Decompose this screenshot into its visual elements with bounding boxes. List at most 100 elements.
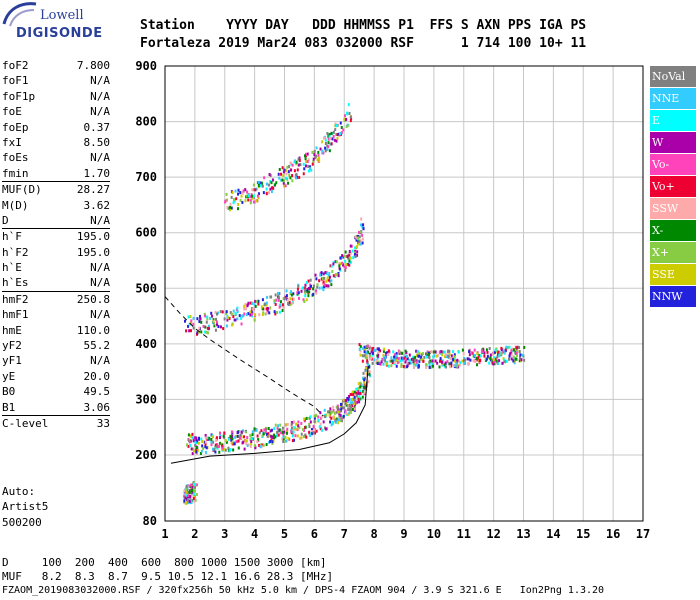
data-point <box>272 186 275 190</box>
data-point <box>334 418 337 422</box>
data-point <box>319 427 322 431</box>
data-point <box>237 188 240 192</box>
data-point <box>265 187 268 191</box>
data-point <box>252 307 255 311</box>
data-point <box>246 190 249 194</box>
data-point <box>452 358 455 362</box>
data-point <box>365 357 368 361</box>
param-separator <box>2 414 110 416</box>
data-point <box>328 410 331 414</box>
x-tick-label: 3 <box>221 527 228 541</box>
parameter-table: foF2 7.800 foF1 N/A foF1p N/A foE N/A foEp 0.37 fx… <box>2 58 110 431</box>
data-point <box>316 285 319 289</box>
data-point <box>194 436 197 440</box>
data-point <box>282 437 285 441</box>
data-point <box>294 434 297 438</box>
data-point <box>236 306 239 310</box>
data-point <box>257 192 260 196</box>
data-point <box>345 411 348 415</box>
data-point <box>351 390 354 394</box>
data-point <box>515 351 518 355</box>
data-point <box>239 191 242 195</box>
param-value: 0.37 <box>83 120 111 134</box>
data-point <box>415 349 418 353</box>
legend-item: NNE <box>650 88 696 109</box>
data-point <box>323 415 326 419</box>
data-point <box>516 349 519 353</box>
data-point <box>359 385 362 389</box>
data-point <box>303 417 306 421</box>
data-point <box>486 350 489 354</box>
data-point <box>355 394 358 398</box>
data-point <box>351 400 354 404</box>
y-tick-label: 200 <box>135 448 157 462</box>
data-point <box>290 293 293 297</box>
data-point <box>352 256 355 260</box>
data-point <box>344 409 347 413</box>
data-point <box>441 363 444 367</box>
data-point <box>225 324 228 328</box>
data-point <box>346 396 349 400</box>
data-point <box>334 122 337 126</box>
data-point <box>256 440 259 444</box>
data-point <box>348 403 351 407</box>
data-point <box>204 442 207 446</box>
data-point <box>336 404 339 408</box>
param-name: yF2 <box>2 339 22 353</box>
data-point <box>426 350 429 354</box>
data-point <box>345 403 348 407</box>
data-point <box>289 297 292 301</box>
data-point <box>504 347 507 351</box>
data-point <box>196 332 199 336</box>
data-point <box>364 353 367 357</box>
data-point <box>245 313 248 317</box>
data-point <box>365 354 368 358</box>
data-point <box>187 433 190 437</box>
data-point <box>276 426 279 430</box>
data-point <box>388 359 391 363</box>
param-value: N/A <box>90 105 110 119</box>
data-point <box>331 420 334 424</box>
data-point <box>351 392 354 396</box>
data-point <box>371 351 374 355</box>
y-tick-label: 500 <box>135 281 157 295</box>
data-point <box>483 354 486 358</box>
data-point <box>266 309 269 313</box>
data-point <box>387 364 390 368</box>
data-point <box>447 349 450 353</box>
data-point <box>331 410 334 414</box>
data-point <box>255 187 258 191</box>
auto-artist: Artist5 <box>2 500 49 514</box>
data-point <box>363 350 366 354</box>
data-point <box>497 350 500 354</box>
data-point <box>323 408 326 412</box>
data-point <box>189 495 192 499</box>
data-point <box>331 137 334 141</box>
data-point <box>279 300 282 304</box>
x-tick-label: 15 <box>576 527 590 541</box>
data-point <box>206 317 209 321</box>
data-point <box>275 181 278 185</box>
data-point <box>329 420 332 424</box>
data-point <box>252 200 255 204</box>
data-point <box>282 435 285 439</box>
data-point <box>242 189 245 193</box>
data-point <box>368 365 371 369</box>
data-point <box>343 117 346 121</box>
param-separator <box>2 181 110 183</box>
data-point <box>269 306 272 310</box>
data-point <box>494 359 497 363</box>
data-point <box>288 173 291 177</box>
data-point <box>432 364 435 368</box>
data-point <box>323 285 326 289</box>
data-point <box>263 176 266 180</box>
data-point <box>291 174 294 178</box>
data-point <box>382 358 385 362</box>
data-point <box>418 354 421 358</box>
data-point <box>264 430 267 434</box>
data-point <box>202 447 205 451</box>
data-point <box>274 312 277 316</box>
data-point <box>305 435 308 439</box>
data-point <box>400 364 403 368</box>
data-point <box>384 351 387 355</box>
